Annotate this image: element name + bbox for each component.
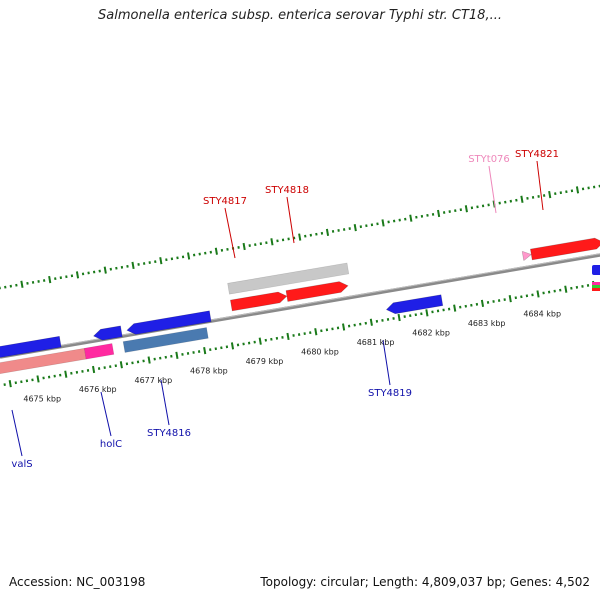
major-tick [230,342,235,350]
major-tick [20,280,24,288]
major-tick [203,346,207,355]
major-tick [48,275,52,284]
major-tick [437,209,441,218]
major-tick [159,257,163,265]
gene-styt076 [521,251,532,261]
gene-label-vals: valS [11,459,32,470]
genome-summary: Topology: circular; Length: 4,809,037 bp… [260,575,590,589]
major-tick [353,224,357,232]
major-tick [536,290,540,298]
gene-label-styt076: STYt076 [468,154,510,165]
grey-feature [227,262,350,295]
gene-label-sty4817: STY4817 [203,196,247,207]
major-tick [286,332,290,341]
gene-sty4817 [230,291,288,312]
scale-label: 4682 kbp [412,329,450,338]
major-tick [8,380,12,388]
major-tick [564,285,568,293]
major-tick [75,271,80,279]
scale-label: 4677 kbp [134,376,172,385]
gene-vals [0,335,62,358]
scale-label: 4681 kbp [357,338,395,347]
backbone-line [0,253,600,359]
major-tick [175,351,179,359]
major-tick [119,361,123,369]
major-tick [381,219,385,227]
major-tick [298,233,302,241]
backbone [0,253,600,359]
edge-feature-stripe [592,285,600,288]
gene-sty4818 [285,281,349,302]
label-layer: STY4817 STY4818 STYt076 STY4821 STY4819 STY48… [11,149,559,470]
scale-label: 4676 kbp [79,385,117,394]
major-tick [453,304,457,312]
scale-label: 4683 kbp [468,319,506,328]
leader-line [100,391,112,437]
gene-holc [93,325,123,341]
major-tick [480,299,485,307]
scale-labels: 4675 kbp 4676 kbp 4677 kbp 4678 kbp 4679 kbp… [23,310,561,404]
major-tick [270,238,274,246]
major-tick [64,370,68,378]
gene-label-sty4818: STY4818 [265,185,309,196]
major-tick [131,261,135,270]
major-tick [242,242,246,251]
gene-label-sty4821: STY4821 [515,149,559,160]
major-tick [508,295,512,303]
major-tick [314,328,318,336]
scale-label: 4678 kbp [190,366,228,375]
major-tick [548,190,552,199]
gene-label-holc: holC [100,439,122,450]
major-tick [520,195,524,203]
major-tick [103,266,107,274]
edge-feature-blue [592,265,600,275]
major-tick [187,252,191,260]
major-tick [342,323,346,331]
feature-layer [0,237,600,374]
leader-line [224,207,236,259]
gene-sty4821 [530,237,600,261]
leader-line [536,160,544,211]
major-tick [36,375,40,383]
leader-line [11,409,23,457]
leader-line [160,379,170,426]
major-tick [409,214,413,222]
major-tick [369,318,373,326]
major-tick [147,356,151,364]
tick-track-outer [0,184,600,290]
major-tick [425,309,429,317]
map-title: Salmonella enterica subsp. enterica sero… [98,8,502,23]
backbone-highlight [0,253,600,357]
magenta-feature [83,343,115,360]
scale-label: 4684 kbp [523,310,561,319]
steel-feature [122,327,209,353]
scale-label: 4679 kbp [246,357,284,366]
leader-line [488,165,497,214]
leader-line [286,196,295,244]
gene-label-sty4816: STY4816 [147,428,191,439]
gene-sty4819 [385,294,444,315]
edge-feature-stripe [592,288,600,291]
major-tick [214,247,218,255]
gene-label-sty4819: STY4819 [368,388,412,399]
accession-text: Accession: NC_003198 [9,575,146,589]
scale-label: 4680 kbp [301,347,339,356]
major-tick [92,365,96,374]
major-tick [464,205,468,213]
major-tick [575,186,580,194]
scale-label: 4675 kbp [23,395,61,404]
major-tick [397,313,401,322]
edge-feature-stripe [592,282,600,285]
gene-sty4816 [126,310,212,335]
tick-track-inner [3,280,600,388]
major-tick [325,228,330,236]
major-tick [258,337,262,345]
leader-line [382,339,391,386]
